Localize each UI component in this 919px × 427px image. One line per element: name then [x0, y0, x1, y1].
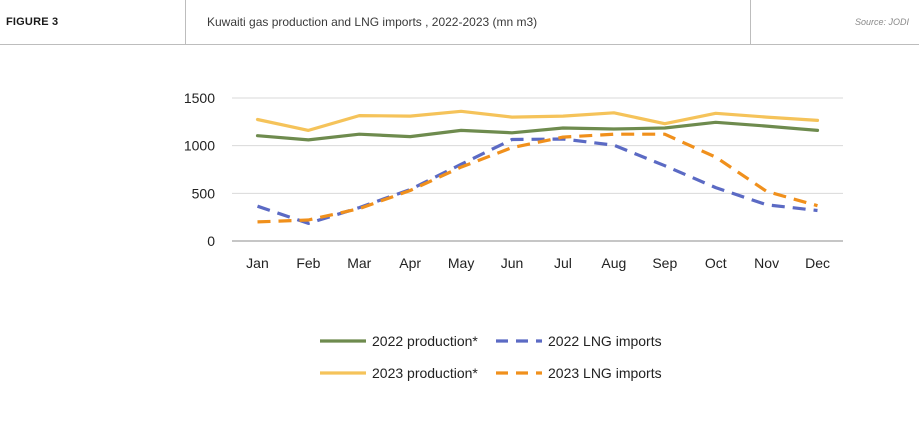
gridlines: [232, 97, 843, 242]
x-tick-label: May: [448, 255, 474, 271]
legend-label: 2022 production*: [372, 333, 478, 349]
legend: 2022 production* 2022 LNG imports 2023 pro…: [320, 333, 662, 381]
series-lines: [255, 109, 820, 225]
y-tick-label: 1500: [184, 90, 215, 106]
x-tick-label: Jun: [501, 255, 524, 271]
figure-source: Source: JODI: [854, 17, 909, 27]
x-tick-label: Oct: [705, 255, 727, 271]
x-tick-label: Dec: [805, 255, 830, 271]
figure-header: FIGURE 3 Kuwaiti gas production and LNG …: [0, 0, 919, 45]
series-line-2022-production: [255, 120, 820, 142]
figure-label: FIGURE 3: [6, 16, 59, 28]
x-tick-label: Sep: [652, 255, 677, 271]
y-tick-label: 1000: [184, 138, 215, 154]
header-divider: [185, 0, 186, 44]
x-tick-label: Aug: [601, 255, 626, 271]
series-line-2023-lng-imports: [257, 132, 818, 224]
header-divider: [750, 0, 751, 44]
x-tick-label: Nov: [754, 255, 779, 271]
x-tick-label: Apr: [399, 255, 421, 271]
x-axis-ticks: Jan Feb Mar Apr May Jun Jul Aug Sep Oct Nov Dec: [246, 255, 830, 271]
series-line-2023-production: [255, 109, 820, 133]
x-tick-label: Jan: [246, 255, 269, 271]
x-tick-label: Mar: [347, 255, 371, 271]
legend-label: 2022 LNG imports: [548, 333, 662, 349]
x-tick-label: Feb: [296, 255, 320, 271]
figure-title: Kuwaiti gas production and LNG imports ,…: [207, 15, 538, 29]
legend-label: 2023 LNG imports: [548, 365, 662, 381]
legend-label: 2023 production*: [372, 365, 478, 381]
x-tick-label: Jul: [554, 255, 572, 271]
y-tick-label: 0: [207, 233, 215, 249]
y-tick-label: 500: [192, 185, 216, 201]
series-line-2022-lng-imports: [256, 137, 818, 225]
line-chart: 0 500 1000 1500 Jan Feb Mar Apr May Jun Jul Aug Sep…: [184, 90, 843, 381]
y-axis-ticks: 0 500 1000 1500: [184, 90, 215, 249]
